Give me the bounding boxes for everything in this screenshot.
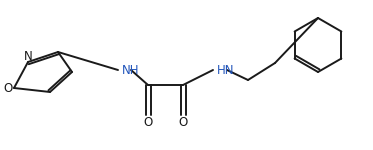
Text: O: O	[143, 117, 153, 129]
Text: O: O	[3, 81, 13, 94]
Text: NH: NH	[122, 63, 140, 76]
Text: HN: HN	[217, 63, 235, 76]
Text: O: O	[178, 117, 188, 129]
Text: N: N	[23, 50, 32, 63]
